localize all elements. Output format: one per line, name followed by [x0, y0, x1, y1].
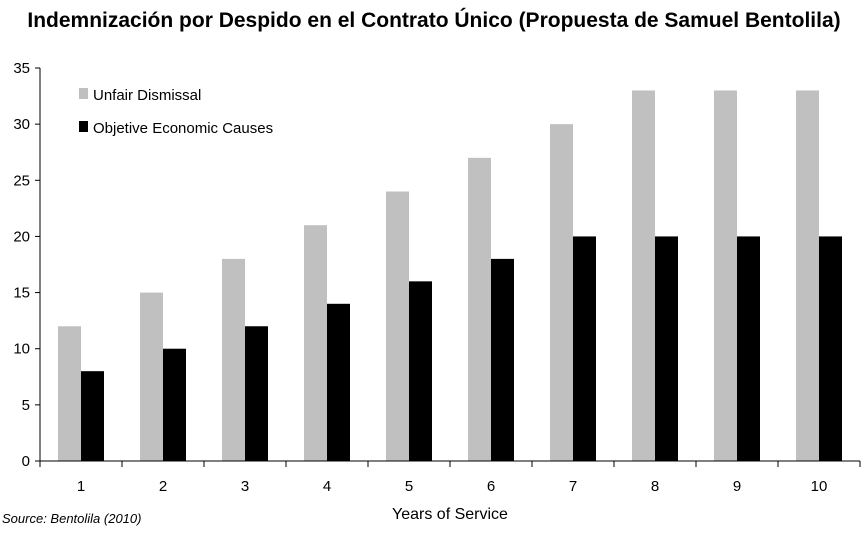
x-tick-label-3: 3	[241, 478, 249, 495]
y-tick-label-10: 10	[13, 341, 30, 358]
bar-unfair-5	[386, 191, 409, 461]
bar-unfair-3	[222, 258, 245, 461]
bar-objective-6	[491, 258, 514, 461]
x-tick-label-4: 4	[323, 478, 331, 495]
legend-swatch-objective	[79, 121, 88, 132]
x-tick-label-1: 1	[77, 478, 85, 495]
legend: Unfair Dismissal Objetive Economic Causes	[79, 87, 273, 137]
bar-objective-3	[245, 326, 268, 461]
bar-objective-7	[573, 236, 596, 461]
bar-objective-10	[819, 236, 842, 461]
source-note: Source: Bentolila (2010)	[2, 511, 142, 526]
bar-unfair-7	[550, 124, 573, 462]
x-tick-label-5: 5	[405, 478, 413, 495]
bars-group	[58, 90, 842, 462]
y-tick-label-20: 20	[13, 228, 30, 245]
y-tick-label-5: 5	[22, 397, 30, 414]
bar-objective-4	[327, 303, 350, 461]
bar-unfair-10	[796, 90, 819, 461]
bar-unfair-2	[140, 292, 163, 461]
chart-title: Indemnización por Despido en el Contrato…	[27, 9, 841, 32]
bar-objective-2	[163, 348, 186, 461]
x-tick-label-2: 2	[159, 478, 167, 495]
legend-label-objective: Objetive Economic Causes	[93, 120, 273, 137]
y-tick-label-15: 15	[13, 285, 30, 302]
bar-unfair-9	[714, 90, 737, 461]
x-tick-label-6: 6	[487, 478, 495, 495]
bar-unfair-6	[468, 157, 491, 462]
bar-objective-8	[655, 236, 678, 461]
x-tick-label-7: 7	[569, 478, 577, 495]
legend-swatch-unfair	[79, 88, 88, 99]
bar-objective-5	[409, 281, 432, 461]
bar-unfair-1	[58, 326, 81, 461]
x-tick-label-9: 9	[733, 478, 741, 495]
bar-objective-9	[737, 236, 760, 461]
x-tick-label-8: 8	[651, 478, 659, 495]
y-tick-label-0: 0	[22, 453, 30, 470]
bar-unfair-4	[304, 225, 327, 461]
y-tick-label-30: 30	[13, 116, 30, 133]
bar-unfair-8	[632, 90, 655, 461]
x-axis-label: Years of Service	[392, 506, 508, 523]
y-tick-label-35: 35	[13, 60, 30, 77]
x-tick-label-10: 10	[811, 478, 828, 495]
legend-label-unfair: Unfair Dismissal	[93, 87, 201, 104]
bar-objective-1	[81, 371, 104, 461]
axes-group: 0 5 10 15 20 25 30 35 1 2 3 4 5 6 7 8 9 10 Years of Servic…	[13, 60, 861, 523]
y-tick-label-25: 25	[13, 172, 30, 189]
